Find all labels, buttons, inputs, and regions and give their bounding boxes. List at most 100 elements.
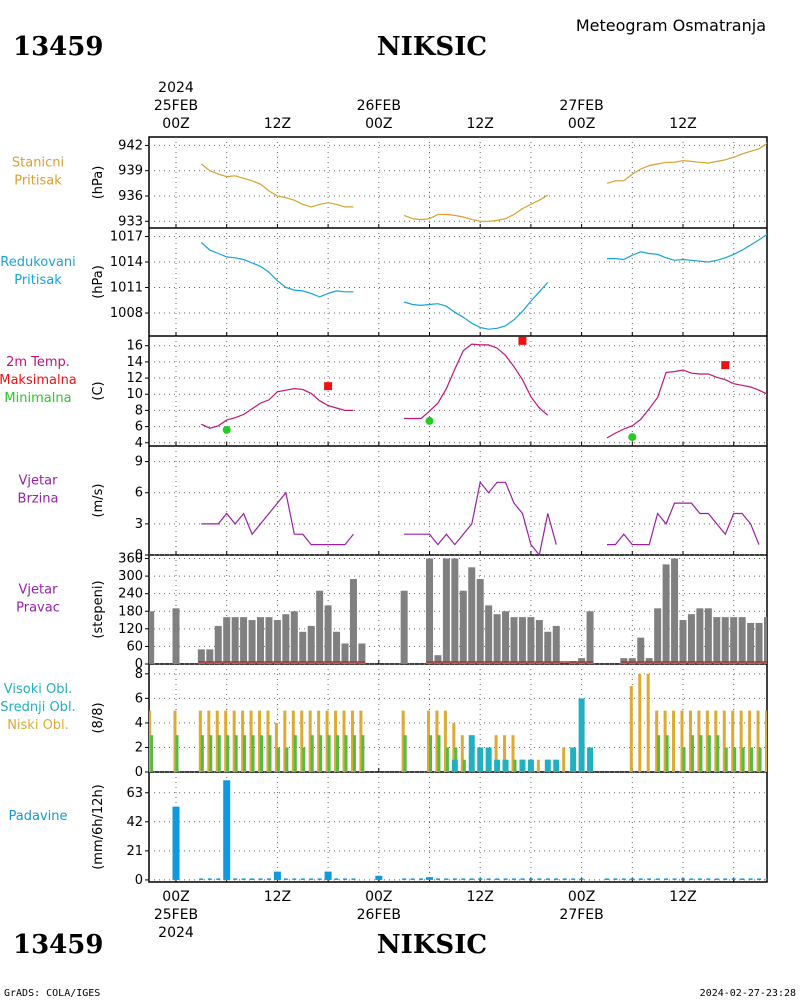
low-cloud-bar — [714, 710, 718, 772]
low-cloud-bar — [722, 710, 726, 772]
timestamp-text: 2024-02-27-23:28 — [700, 988, 796, 999]
panel-label: Srednji Obl. — [0, 700, 75, 715]
precip-bar — [172, 806, 180, 880]
wind-dir-bar — [358, 643, 366, 664]
series-line — [403, 281, 549, 330]
y-tick-label: 933 — [118, 214, 143, 229]
panel-station_pressure — [200, 142, 767, 222]
precip-bar — [334, 878, 339, 880]
precip-bar — [461, 878, 466, 880]
precip-bar — [630, 878, 635, 880]
wind-dir-bar — [149, 611, 155, 664]
mid-cloud-bar — [699, 735, 703, 772]
low-cloud-bar — [342, 710, 346, 772]
wind-dir-bar — [772, 564, 779, 664]
low-cloud-bar — [646, 673, 650, 772]
tmax-marker — [324, 382, 333, 391]
year-label-top: 2024 — [158, 80, 194, 96]
precip-bar — [748, 878, 753, 880]
wind-dir-bar — [307, 625, 315, 664]
y-tick-label: 60 — [126, 639, 143, 654]
precip-bar — [503, 878, 508, 880]
hour-label-bottom: 12Z — [466, 889, 493, 905]
precip-bar — [689, 878, 694, 880]
precip-bar — [757, 878, 762, 880]
low-cloud-bar — [773, 711, 776, 772]
hour-label-top: 12Z — [264, 116, 291, 132]
precip-bar — [250, 878, 255, 880]
precip-bar — [495, 878, 500, 880]
precip-bar — [520, 878, 525, 880]
wind-dir-bar — [468, 567, 476, 664]
station-name-top: NIKSIC — [377, 32, 487, 62]
low-cloud-bar — [663, 710, 667, 772]
series-line — [200, 242, 354, 298]
y-tick-label: 360 — [118, 552, 143, 567]
precip-bar — [223, 780, 231, 880]
high-cloud-bar — [570, 747, 577, 772]
precip-bar — [681, 878, 685, 880]
precip-bar — [410, 878, 415, 880]
wind-dir-bar — [510, 617, 518, 664]
precip-bar — [731, 878, 736, 880]
wind-dir-bar — [206, 649, 214, 664]
wind-dir-bar — [704, 608, 712, 664]
precip-bar — [426, 877, 433, 880]
precip-bar — [562, 878, 567, 880]
mid-cloud-bar — [260, 735, 263, 772]
wind-dir-bar — [290, 611, 298, 664]
precip-bar — [579, 878, 584, 880]
product-title: Meteogram Osmatranja — [576, 16, 766, 35]
mid-cloud-bar — [150, 735, 154, 772]
wind-dir-bar — [628, 658, 636, 664]
low-cloud-bar — [266, 710, 270, 772]
precip-bar — [664, 878, 669, 880]
mid-cloud-bar — [175, 735, 179, 772]
mid-cloud-bar — [302, 747, 306, 772]
hour-label-bottom: 12Z — [264, 889, 291, 905]
y-tick-label: 4 — [135, 436, 143, 451]
tmax-marker — [518, 336, 527, 345]
mid-cloud-bar — [784, 747, 787, 772]
wind-dir-bar — [781, 617, 788, 664]
low-cloud-bar — [232, 710, 236, 772]
station-id-top: 13459 — [13, 32, 103, 62]
mid-cloud-bar — [437, 735, 441, 772]
year-label-bottom: 2024 — [158, 925, 194, 941]
low-cloud-bar — [680, 710, 684, 772]
wind-dir-bar — [747, 622, 755, 664]
panel-label: Stanicni — [12, 156, 64, 171]
series-line — [404, 343, 549, 420]
high-cloud-bar — [578, 698, 585, 772]
low-cloud-bar — [765, 710, 767, 772]
panel-label: Pritisak — [14, 273, 62, 288]
wind-dir-bar — [637, 637, 645, 664]
wind-dir-bar — [620, 658, 628, 664]
precip-bar — [300, 878, 305, 880]
y-axis-label: (8/8) — [91, 702, 106, 733]
precip-bar — [233, 878, 238, 880]
y-tick-label: 1014 — [110, 255, 143, 270]
wind-dir-bar — [535, 620, 543, 664]
low-cloud-bar — [731, 710, 735, 772]
wind-dir-bar — [273, 620, 281, 664]
wind-dir-bar — [459, 590, 467, 664]
y-tick-label: 8 — [135, 667, 143, 682]
hour-label-top: 00Z — [365, 116, 392, 132]
high-cloud-bar — [519, 759, 526, 772]
hour-label-top: 12Z — [466, 116, 493, 132]
wind-dir-bar — [730, 617, 738, 664]
wind-dir-bar — [654, 608, 662, 664]
precip-bar — [554, 878, 559, 880]
precip-bar — [655, 878, 660, 880]
mid-cloud-bar — [200, 735, 204, 772]
wind-dir-bar — [197, 649, 205, 664]
precip-bar — [672, 878, 677, 880]
low-cloud-bar — [359, 710, 363, 772]
station-id-bottom: 13459 — [13, 930, 103, 960]
low-cloud-bar — [207, 710, 211, 772]
y-axis-label: (mm/6h/12h) — [91, 784, 106, 870]
wind-dir-bar — [349, 579, 357, 664]
mid-cloud-bar — [750, 747, 754, 772]
